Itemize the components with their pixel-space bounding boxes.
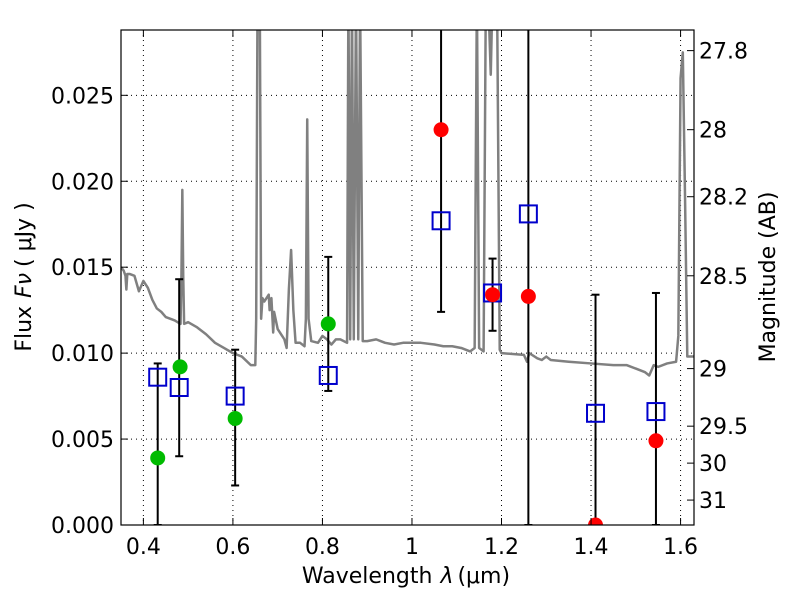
green-flux-point <box>227 410 243 426</box>
plot-frame <box>120 29 695 526</box>
x-axis-label: Wavelength λ (μm) <box>302 564 510 589</box>
observed-flux-marker <box>431 211 451 231</box>
y-tick-label: 0.005 <box>51 428 114 453</box>
error-bars <box>153 30 660 525</box>
x-tick-labels: 0.4 0.6 0.8 1 1.2 1.4 1.6 <box>126 535 698 560</box>
red-points <box>433 122 664 525</box>
observed-flux-marker <box>586 403 606 423</box>
observed-points <box>148 204 666 423</box>
y2-tick-label: 27.8 <box>699 40 748 65</box>
red-flux-point <box>433 122 449 138</box>
x-tick-label: 0.6 <box>215 535 250 560</box>
y2-tick-label: 28.2 <box>699 186 748 211</box>
y2-tick-label: 28.5 <box>699 265 748 290</box>
observed-flux-marker <box>646 402 666 422</box>
green-flux-point <box>172 359 188 375</box>
observed-flux-marker <box>169 378 189 397</box>
observed-flux-marker <box>148 367 168 387</box>
x-tick-label: 0.4 <box>126 535 161 560</box>
axis-ticks <box>121 30 694 526</box>
model-spectrum <box>121 30 694 377</box>
x-tick-label: 1.6 <box>663 535 698 560</box>
y2-axis-label: Magnitude (AB) <box>756 192 781 363</box>
x-tick-label: 1.2 <box>484 535 519 560</box>
red-flux-point <box>485 287 501 303</box>
red-flux-point <box>648 433 664 449</box>
y-tick-label: 0.025 <box>51 84 114 109</box>
y-axis-label: FluxFν( μJy ) <box>12 202 37 351</box>
y2-tick-label: 29 <box>699 358 727 383</box>
y-tick-label: 0.000 <box>51 514 114 539</box>
observed-flux-marker <box>318 365 338 385</box>
observed-flux-marker <box>518 204 538 224</box>
model-spectrum-line <box>121 30 694 377</box>
grid <box>121 30 694 526</box>
green-flux-point <box>150 450 166 466</box>
y-tick-label: 0.015 <box>51 256 114 281</box>
y2-tick-labels: 27.8 28 28.2 28.5 29 29.5 30 31 <box>699 40 748 514</box>
y-tick-label: 0.010 <box>51 342 114 367</box>
y-tick-label: 0.020 <box>51 170 114 195</box>
y2-tick-label: 28 <box>699 119 727 144</box>
x-tick-label: 0.8 <box>305 535 340 560</box>
y2-tick-label: 31 <box>699 489 727 514</box>
x-tick-label: 1.4 <box>574 535 609 560</box>
red-flux-point <box>588 517 604 525</box>
y-tick-labels: 0.000 0.005 0.010 0.015 0.020 0.025 <box>51 84 114 539</box>
red-flux-point <box>520 288 536 304</box>
observed-flux-marker <box>225 386 245 406</box>
green-flux-point <box>320 316 336 332</box>
y2-tick-label: 29.5 <box>699 415 748 440</box>
x-tick-label: 1 <box>405 535 419 560</box>
green-points <box>150 316 336 466</box>
y2-tick-label: 30 <box>699 452 727 477</box>
